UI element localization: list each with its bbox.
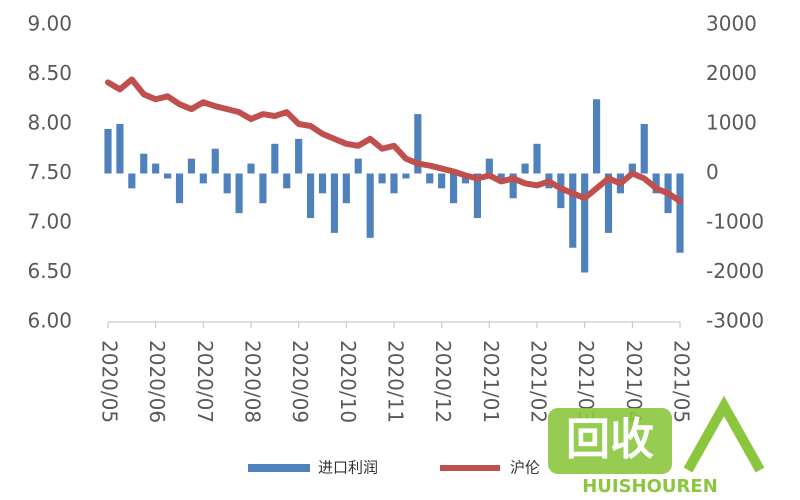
line	[105, 76, 683, 205]
y2-tick-label: 0	[706, 160, 719, 184]
y-tick-label: 8.50	[27, 61, 72, 85]
x-tick-label: 2020/08	[241, 340, 265, 423]
bar	[438, 173, 446, 189]
bar	[640, 124, 648, 174]
bar	[402, 173, 410, 179]
bar	[652, 173, 660, 194]
y-tick-label: 9.00	[27, 12, 72, 36]
bar	[533, 143, 541, 174]
bar	[414, 114, 422, 174]
bar	[104, 128, 112, 174]
bar	[187, 158, 195, 174]
x-tick-label: 2021/01	[479, 340, 503, 423]
bar	[140, 153, 148, 174]
bar	[247, 163, 255, 174]
bar	[342, 173, 350, 204]
y-tick-label: 6.50	[27, 259, 72, 283]
bar	[211, 148, 219, 174]
x-tick-label: 2020/06	[145, 340, 169, 423]
x-tick-label: 2020/11	[384, 340, 408, 423]
watermark-brand: HUISHOUREN	[582, 476, 718, 497]
legend-swatch	[248, 464, 310, 472]
bar	[509, 173, 517, 199]
x-tick-label: 2021/05	[670, 340, 694, 423]
watermark-logo: 回收	[566, 414, 654, 465]
y2-tick-label: 2000	[706, 61, 757, 85]
y-tick-label: 7.50	[27, 160, 72, 184]
bar	[223, 173, 231, 194]
y2-tick-label: -3000	[706, 309, 764, 333]
bar	[378, 173, 386, 184]
bar	[581, 173, 589, 273]
bar	[271, 143, 279, 174]
x-tick-label: 2020/10	[336, 340, 360, 423]
bar	[628, 163, 636, 174]
y2-tick-label: -2000	[706, 259, 764, 283]
x-tick-label: 2021/02	[527, 340, 551, 423]
bar	[175, 173, 184, 204]
bar	[330, 173, 338, 233]
bar	[366, 173, 374, 238]
legend-label: 进口利润	[318, 459, 378, 477]
watermark: 回收 HUISHOUREN	[548, 395, 765, 497]
x-tick-label: 2020/05	[98, 340, 122, 423]
bar	[676, 173, 684, 253]
y-tick-label: 7.00	[27, 210, 72, 234]
y2-tick-label: 3000	[706, 12, 757, 36]
bar	[199, 173, 207, 184]
bar	[569, 173, 577, 248]
bar	[283, 173, 291, 189]
x-tick-label: 2020/07	[193, 340, 217, 423]
bar	[485, 158, 493, 174]
bar	[593, 99, 601, 174]
x-tick-label: 2020/12	[431, 340, 455, 423]
watermark-badge	[548, 408, 672, 474]
bar	[307, 173, 315, 219]
bar	[318, 173, 327, 194]
bar	[259, 173, 267, 204]
bar	[164, 173, 172, 179]
bar	[426, 173, 434, 184]
bar	[235, 173, 243, 214]
y2-tick-label: 1000	[706, 111, 757, 135]
bar	[473, 173, 481, 219]
x-tick-label: 2020/09	[288, 340, 312, 423]
bar	[128, 173, 136, 189]
bar	[450, 173, 458, 204]
y-tick-label: 8.00	[27, 111, 72, 135]
bar	[354, 158, 362, 174]
bar	[521, 163, 529, 174]
watermark-icon	[683, 395, 765, 473]
bar	[604, 173, 613, 233]
bar	[116, 124, 124, 174]
bar	[152, 163, 160, 174]
legend-label: 沪伦	[510, 459, 540, 477]
y-tick-label: 6.00	[27, 309, 72, 333]
y2-tick-label: -1000	[706, 210, 764, 234]
bar	[390, 173, 398, 194]
bar	[295, 138, 303, 174]
